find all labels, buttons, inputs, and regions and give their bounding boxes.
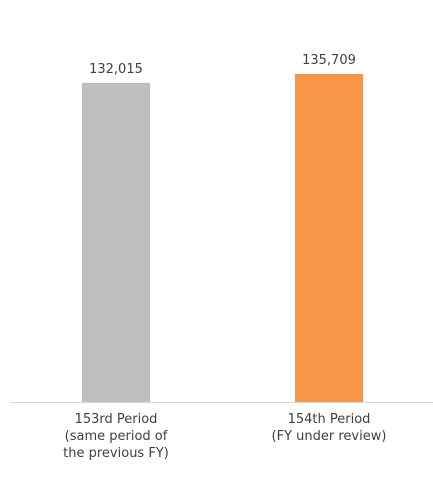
x-tick-label: 154th Period (FY under review) <box>271 412 387 444</box>
value-label: 135,709 <box>302 53 356 68</box>
bar <box>82 82 150 402</box>
value-label: 132,015 <box>89 62 143 77</box>
bar <box>295 74 363 402</box>
x-tick-label: 153rd Period (same period of the previou… <box>63 412 169 461</box>
